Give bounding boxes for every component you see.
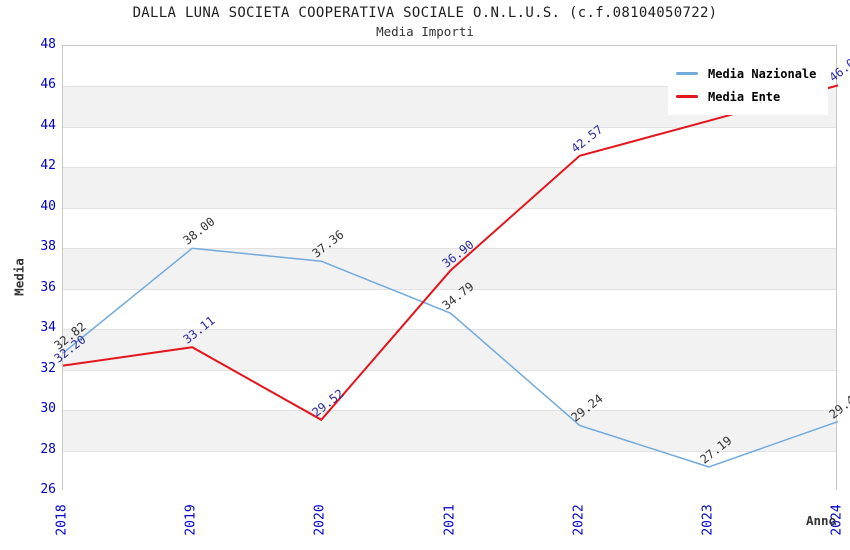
y-tick-label: 44 [40, 117, 56, 133]
gridline [63, 167, 836, 169]
legend-label: Media Nazionale [708, 66, 817, 81]
chart-title: DALLA LUNA SOCIETA COOPERATIVA SOCIALE O… [132, 5, 718, 21]
plot-band [63, 410, 836, 451]
series-line-media-nazionale [62, 247, 839, 468]
plot-band [63, 329, 836, 370]
y-tick-label: 46 [40, 77, 56, 93]
y-tick-label: 34 [40, 320, 56, 336]
y-tick-label: 28 [40, 441, 56, 457]
series-line-media-ente [62, 84, 839, 422]
y-tick-label: 36 [40, 279, 56, 295]
legend-swatch-red-line-icon [676, 95, 698, 98]
plot-band [63, 207, 836, 249]
gridline [63, 450, 836, 452]
plot-band [63, 369, 836, 411]
y-tick-label: 42 [40, 158, 56, 174]
legend-item-media-nazionale: Media Nazionale [676, 62, 816, 85]
chart-subtitle: Media Importi [376, 24, 474, 39]
legend: Media Nazionale Media Ente [668, 55, 829, 115]
y-tick-label: 30 [40, 401, 56, 417]
gridline [63, 207, 836, 209]
gridline [63, 329, 836, 331]
gridline [63, 410, 836, 412]
plot-area [62, 45, 839, 491]
y-tick-label: 26 [40, 482, 56, 497]
x-axis-title: Anno [806, 513, 837, 528]
plot-band [63, 126, 836, 168]
y-tick-label: 32 [40, 360, 56, 376]
gridline [63, 126, 836, 128]
gridline [63, 369, 836, 371]
gridline [63, 248, 836, 250]
y-tick-label: 40 [40, 198, 56, 214]
legend-swatch-blue-line-icon [676, 72, 698, 75]
plot-band [63, 167, 836, 208]
legend-item-media-ente: Media Ente [676, 85, 816, 108]
gridline [63, 86, 836, 88]
y-tick-label: 38 [40, 239, 56, 255]
plot-band [63, 248, 836, 289]
y-tick-label: 48 [40, 37, 56, 52]
legend-label: Media Ente [708, 89, 781, 104]
plot-band [63, 450, 836, 491]
gridline [63, 288, 836, 290]
plot-band [63, 288, 836, 330]
